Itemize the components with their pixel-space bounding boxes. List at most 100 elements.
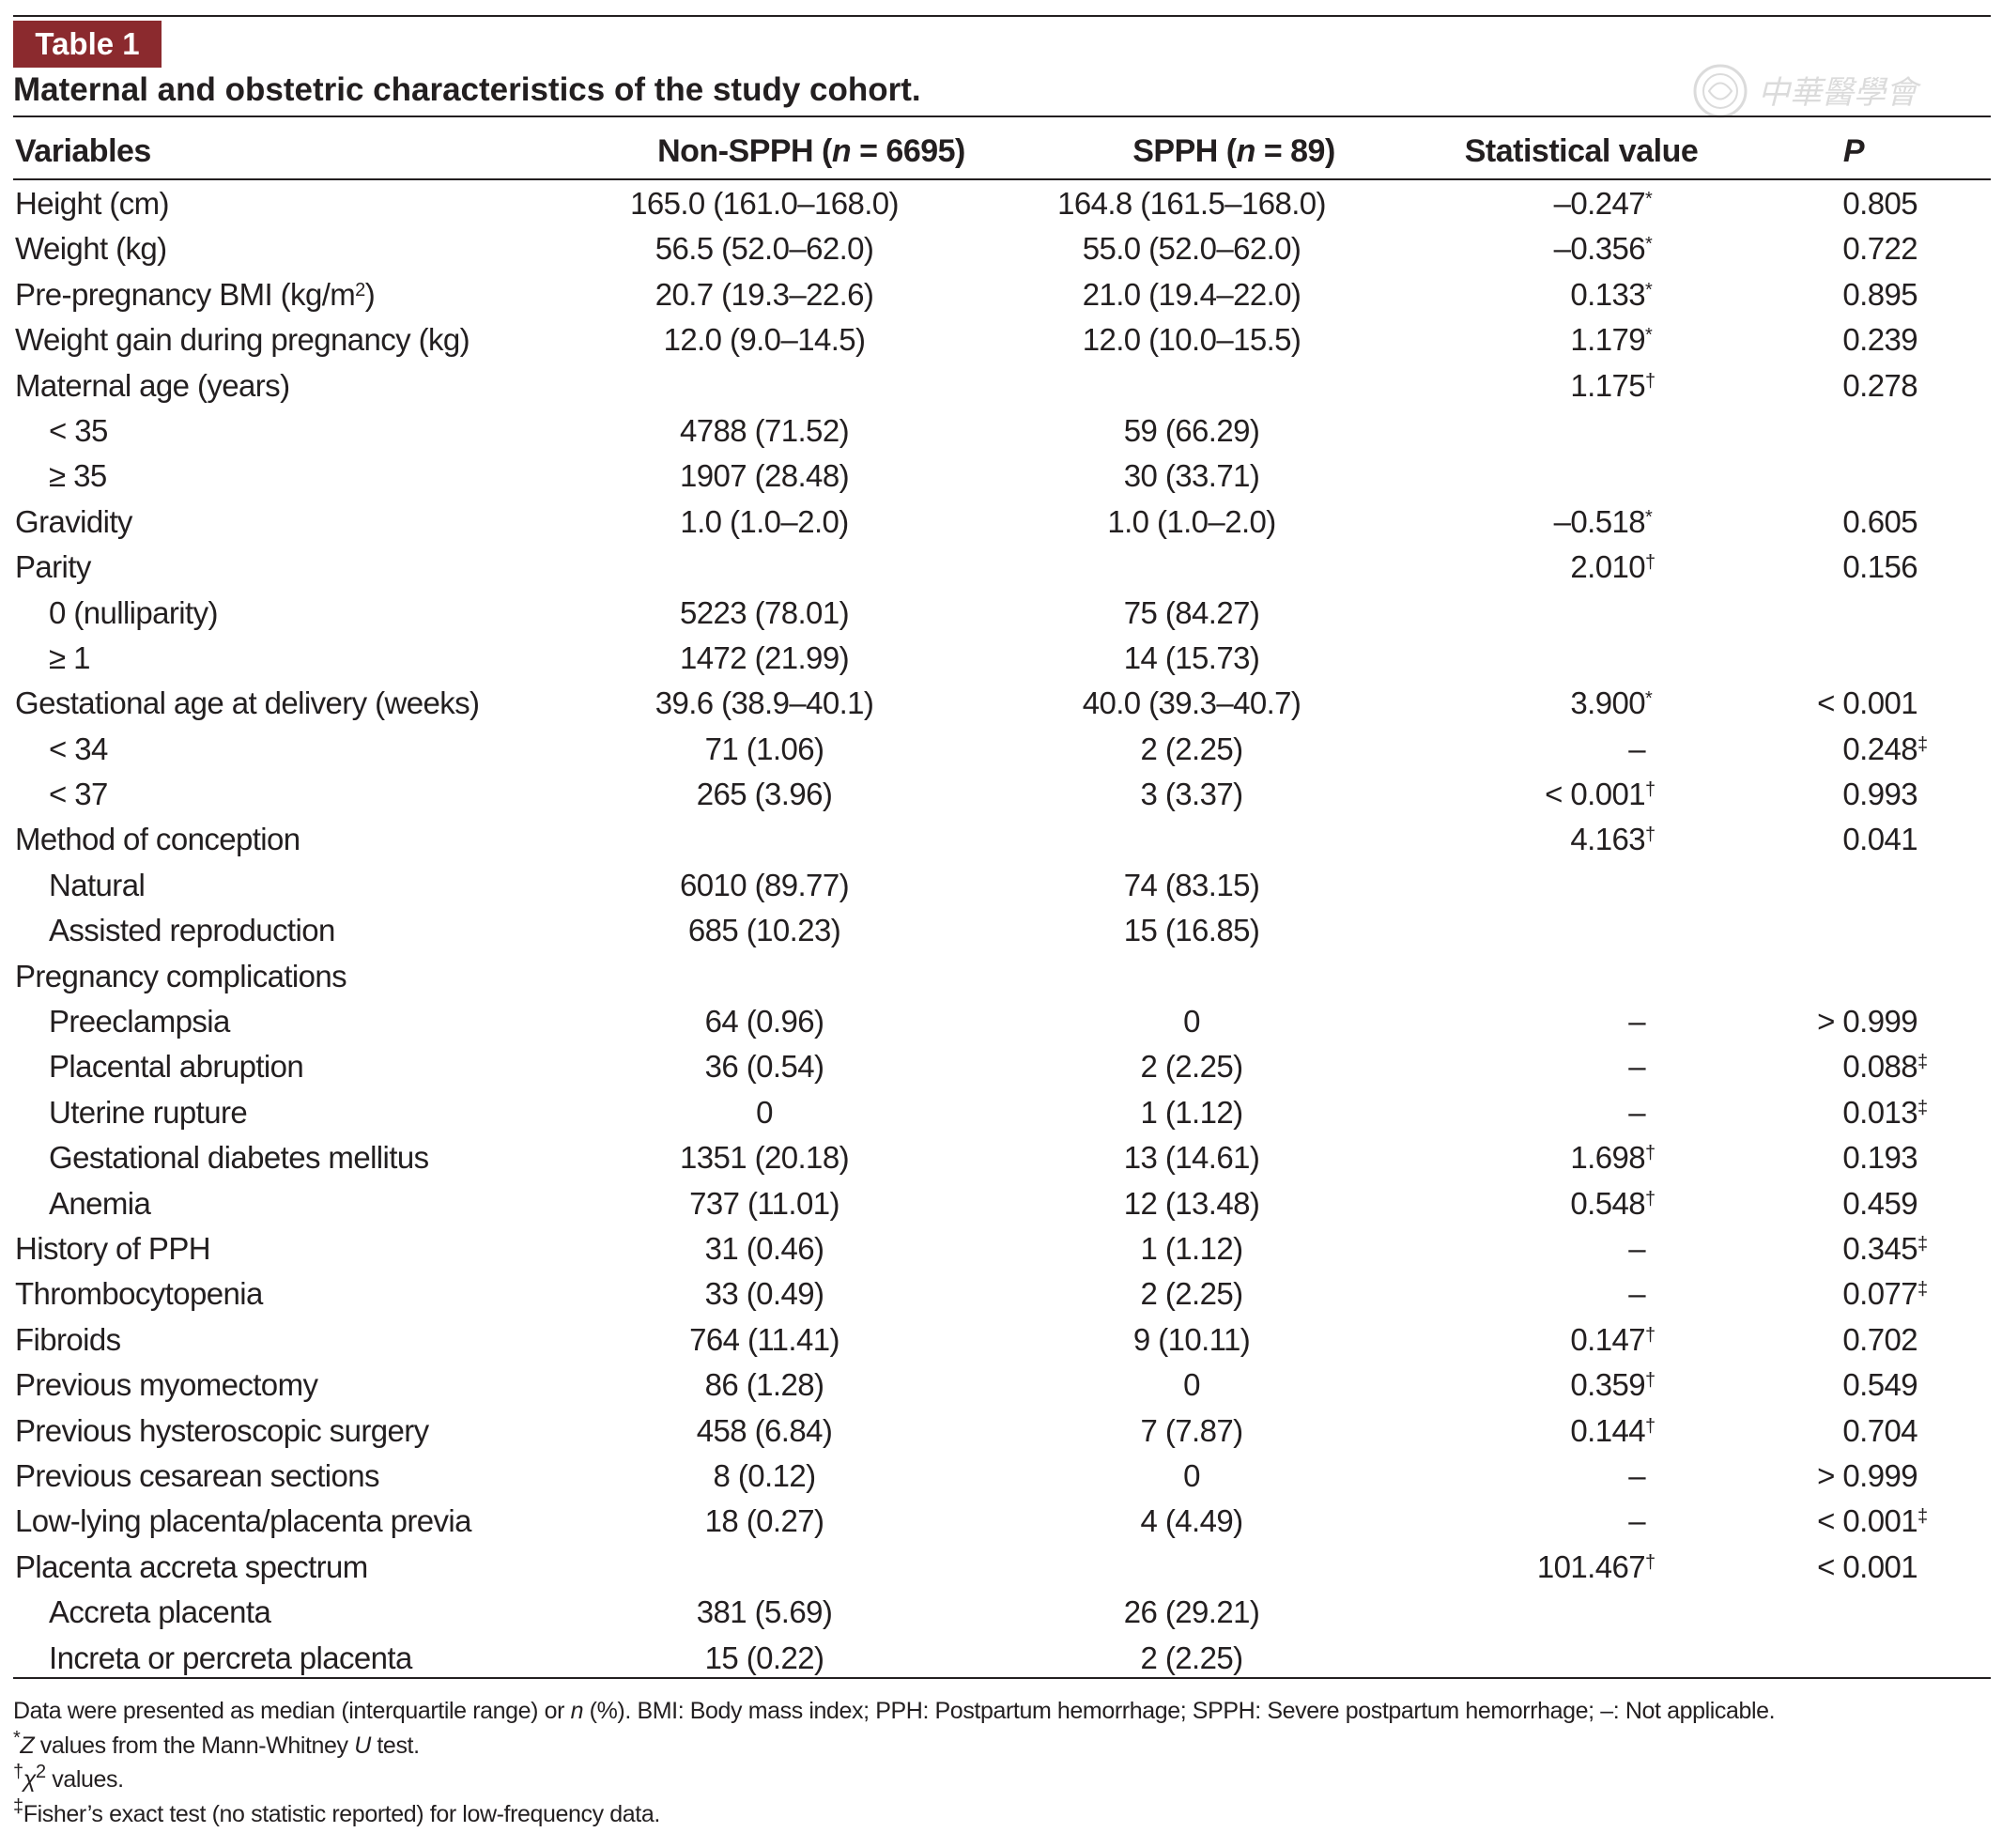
cell-spph: 30 (33.71)	[1123, 458, 1260, 494]
cell-variable: Gestational age at delivery (weeks)	[15, 685, 480, 721]
p-value: 0.345	[1842, 1230, 1917, 1266]
p-value: 0.549	[1842, 1367, 1917, 1403]
cell-spph: 0	[1183, 1457, 1200, 1493]
p-value: 0.704	[1842, 1412, 1917, 1448]
table-row: Uterine rupture 0 1 (1.12) – 0.013‡	[13, 1089, 1991, 1134]
variable-text: Preeclampsia	[49, 1004, 230, 1040]
variable-text: Increta or percreta placenta	[49, 1640, 412, 1675]
variable-text: Pregnancy complications	[15, 958, 347, 993]
cell-spph: 2 (2.25)	[1140, 1049, 1244, 1085]
cell-p-value: 0.239	[1779, 322, 1929, 358]
cell-p-value: 0.156	[1779, 549, 1929, 585]
cell-non-spph: 1351 (20.18)	[680, 1140, 850, 1176]
cell-non-spph: 12.0 (9.0–14.5)	[663, 322, 866, 358]
stat-value: 0.548	[1570, 1185, 1645, 1221]
table-row: Accreta placenta 381 (5.69) 26 (29.21)	[13, 1589, 1991, 1634]
cell-variable: Previous myomectomy	[15, 1367, 318, 1403]
cell-variable: Weight (kg)	[15, 231, 167, 267]
stat-value: 0.144	[1570, 1412, 1645, 1448]
variable-text: Natural	[49, 867, 146, 902]
cell-statistical-value: –	[1478, 1095, 1656, 1131]
cell-statistical-value: –	[1478, 1049, 1656, 1085]
p-value: 0.605	[1842, 503, 1917, 539]
cell-p-value	[1779, 640, 1929, 676]
top-rule	[13, 15, 1991, 17]
cell-variable: < 37	[49, 777, 108, 812]
cell-p-value	[1779, 959, 1929, 994]
cell-spph: 15 (16.85)	[1123, 913, 1260, 948]
cell-statistical-value: –	[1478, 1004, 1656, 1040]
stat-value: 1.179	[1570, 322, 1645, 358]
p-value: < 0.001	[1817, 1503, 1917, 1539]
header-statistical-value: Statistical value	[1464, 133, 1699, 169]
cell-statistical-value: –	[1478, 732, 1656, 767]
table-row: Maternal age (years) 1.175† 0.278	[13, 362, 1991, 408]
cell-non-spph: 1.0 (1.0–2.0)	[680, 503, 849, 539]
cell-spph: 2 (2.25)	[1140, 1276, 1244, 1312]
cell-statistical-value: 1.175†	[1570, 367, 1656, 403]
header-non-spph: Non-SPPH (n = 6695)	[657, 133, 965, 169]
variable-text: Previous myomectomy	[15, 1367, 318, 1403]
cell-variable: Previous hysteroscopic surgery	[15, 1413, 429, 1449]
cell-statistical-value	[1478, 959, 1656, 994]
cell-non-spph: 64 (0.96)	[704, 1004, 824, 1040]
variable-text: Low-lying placenta/placenta previa	[15, 1503, 472, 1539]
cell-non-spph: 458 (6.84)	[696, 1412, 833, 1448]
cell-p-value: 0.605	[1779, 504, 1929, 540]
stat-value: –	[1628, 1230, 1645, 1266]
table-row: < 35 4788 (71.52) 59 (66.29)	[13, 408, 1991, 453]
variable-text: Placental abruption	[49, 1049, 304, 1085]
table-row: Preeclampsia 64 (0.96) 0 – > 0.999	[13, 998, 1991, 1043]
variable-text: Assisted reproduction	[49, 913, 335, 948]
cell-p-value: 0.805	[1779, 186, 1929, 222]
cell-p-value: 0.088‡	[1842, 1049, 1928, 1085]
cell-variable: Placental abruption	[49, 1049, 304, 1085]
cell-p-value: 0.704	[1779, 1413, 1929, 1449]
header-p: P	[1842, 133, 1865, 169]
table-row: Fibroids 764 (11.41) 9 (10.11) 0.147† 0.702	[13, 1317, 1991, 1362]
cell-statistical-value: –0.518*	[1553, 503, 1653, 539]
cell-non-spph: 36 (0.54)	[704, 1049, 824, 1085]
stat-value: 0.359	[1570, 1367, 1645, 1403]
table-row: Previous myomectomy 86 (1.28) 0 0.359† 0.549	[13, 1362, 1991, 1407]
cell-statistical-value: 0.548†	[1570, 1185, 1656, 1221]
table-row: History of PPH 31 (0.46) 1 (1.12) – 0.345‡	[13, 1225, 1991, 1270]
table-row: Assisted reproduction 685 (10.23) 15 (16.8…	[13, 907, 1991, 952]
cell-variable: < 35	[49, 413, 108, 449]
cell-p-value: 0.549	[1779, 1367, 1929, 1403]
table-row: Increta or percreta placenta 15 (0.22) 2 (…	[13, 1635, 1991, 1680]
cell-variable: ≥ 1	[49, 640, 90, 676]
variable-text: Previous cesarean sections	[15, 1457, 380, 1493]
cell-non-spph: 165.0 (161.0–168.0)	[630, 186, 899, 221]
cell-statistical-value: 101.467†	[1536, 1548, 1656, 1584]
cell-variable: < 34	[49, 732, 108, 767]
stat-value: 4.163	[1570, 822, 1645, 857]
stat-value: –0.247	[1553, 186, 1646, 221]
cell-non-spph: 265 (3.96)	[696, 777, 833, 812]
variable-text: Thrombocytopenia	[15, 1276, 263, 1312]
cell-statistical-value	[1478, 1594, 1656, 1630]
cell-non-spph: 0	[756, 1094, 773, 1130]
cell-variable: Increta or percreta placenta	[49, 1640, 412, 1676]
table-row: Thrombocytopenia 33 (0.49) 2 (2.25) – 0.077‡	[13, 1270, 1991, 1316]
variable-text: < 37	[49, 777, 108, 812]
cell-p-value	[1779, 413, 1929, 449]
cell-statistical-value	[1478, 640, 1656, 676]
variable-text: ≥ 35	[49, 458, 107, 494]
table-row: 0 (nulliparity) 5223 (78.01) 75 (84.27)	[13, 590, 1991, 635]
cell-p-value: > 0.999	[1779, 1458, 1929, 1494]
cell-variable: Thrombocytopenia	[15, 1276, 263, 1312]
cell-non-spph: 56.5 (52.0–62.0)	[654, 231, 874, 267]
p-value: 0.193	[1842, 1140, 1917, 1176]
cell-spph: 21.0 (19.4–22.0)	[1082, 276, 1301, 312]
p-value: 0.248	[1842, 731, 1917, 766]
cell-statistical-value: –0.247*	[1553, 186, 1653, 221]
table-row: Placental abruption 36 (0.54) 2 (2.25) – 0.0…	[13, 1043, 1991, 1088]
variable-text: Gestational diabetes mellitus	[49, 1140, 429, 1176]
cell-statistical-value: < 0.001†	[1545, 777, 1656, 812]
cell-variable: Preeclampsia	[49, 1004, 230, 1040]
cell-non-spph: 6010 (89.77)	[680, 867, 850, 902]
cell-p-value: < 0.001	[1779, 1549, 1929, 1585]
cell-spph: 1 (1.12)	[1140, 1230, 1244, 1266]
stat-value: –	[1628, 1049, 1645, 1085]
